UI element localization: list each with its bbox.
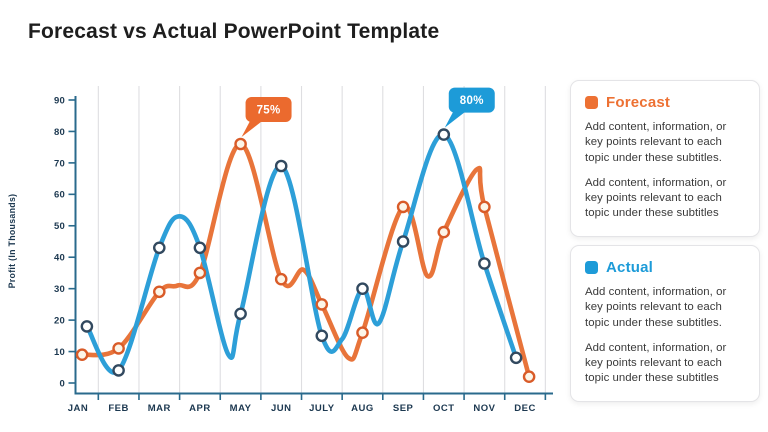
actual-marker	[80, 320, 94, 333]
x-axis-labels: JAN FEB MAR APR MAY JUN JULY AUG SEP OCT NOV DEC	[68, 403, 536, 414]
forecast-card-header: Forecast	[585, 94, 746, 111]
forecast-card-paragraph-2: Add content, information, or key points …	[585, 176, 727, 220]
actual-markers	[80, 128, 523, 377]
actual-marker	[152, 241, 166, 255]
forecast-marker	[522, 370, 536, 384]
actual-card-header: Actual	[585, 259, 746, 276]
forecast-marker	[152, 285, 166, 299]
forecast-marker	[315, 298, 329, 311]
actual-marker	[234, 307, 247, 321]
actual-legend-card: Actual Add content, information, or key …	[570, 245, 760, 402]
month-label: SEP	[393, 403, 414, 414]
chart-gridlines	[97, 86, 546, 393]
month-label: MAR	[148, 403, 171, 414]
chart-axes: 0 10 20 30 40 50 60 70 80 90	[54, 95, 553, 400]
forecast-marker	[437, 225, 451, 239]
forecast-marker	[193, 266, 207, 280]
forecast-swatch-icon	[585, 96, 598, 109]
y-tick-label: 40	[54, 253, 65, 264]
page-title: Forecast vs Actual PowerPoint Template	[28, 20, 440, 43]
y-tick-label: 30	[54, 284, 65, 295]
forecast-card-title: Forecast	[606, 94, 671, 111]
actual-marker	[274, 159, 288, 173]
y-tick-label: 90	[54, 95, 65, 106]
actual-line	[84, 132, 519, 375]
callout-bubble	[245, 97, 292, 123]
forecast-card-paragraph-1: Add content, information, or key points …	[585, 121, 727, 164]
forecast-marker	[75, 348, 89, 362]
month-label: OCT	[433, 403, 455, 414]
forecast-marker	[234, 137, 247, 151]
forecast-marker	[274, 272, 288, 286]
actual-marker	[478, 257, 491, 270]
month-label: JUN	[271, 403, 292, 414]
forecast-marker	[112, 342, 125, 355]
month-label: JAN	[68, 403, 89, 414]
month-label: MAY	[230, 403, 252, 414]
actual-marker	[396, 235, 410, 248]
month-label: NOV	[473, 403, 495, 414]
callout-bubble	[448, 87, 495, 113]
forecast-marker	[478, 200, 491, 214]
actual-marker	[112, 364, 125, 377]
actual-marker	[356, 282, 369, 296]
forecast-legend-card: Forecast Add content, information, or ke…	[570, 80, 760, 237]
month-label: JULY	[309, 403, 335, 414]
actual-card-paragraph-2: Add content, information, or key points …	[585, 341, 727, 385]
y-tick-label: 10	[54, 347, 65, 358]
month-label: FEB	[108, 403, 129, 414]
actual-card-title: Actual	[606, 259, 654, 276]
actual-marker	[509, 351, 523, 365]
callout-value-label: 80%	[460, 95, 484, 107]
month-label: AUG	[351, 403, 374, 414]
callout-80pct: 80%	[444, 87, 495, 128]
forecast-marker	[356, 326, 369, 340]
actual-swatch-icon	[585, 261, 598, 274]
forecast-marker	[396, 200, 410, 214]
forecast-markers	[75, 137, 536, 384]
y-tick-label: 50	[54, 221, 65, 232]
actual-marker	[193, 241, 207, 255]
actual-marker	[437, 128, 451, 141]
callout-75pct: 75%	[241, 97, 292, 138]
y-tick-label: 80	[54, 127, 65, 138]
y-tick-label: 20	[54, 316, 65, 327]
callout-tail	[241, 120, 264, 138]
y-tick-label: 70	[54, 158, 65, 169]
y-tick-label: 0	[60, 378, 65, 389]
y-tick-label: 60	[54, 190, 65, 201]
callout-value-label: 75%	[257, 105, 281, 117]
actual-marker	[315, 329, 329, 343]
month-label: APR	[189, 403, 211, 414]
month-label: DEC	[514, 403, 536, 414]
callout-tail	[444, 110, 467, 128]
y-axis-title: Profit (In Thousands)	[7, 194, 17, 289]
actual-card-paragraph-1: Add content, information, or key points …	[585, 286, 727, 329]
